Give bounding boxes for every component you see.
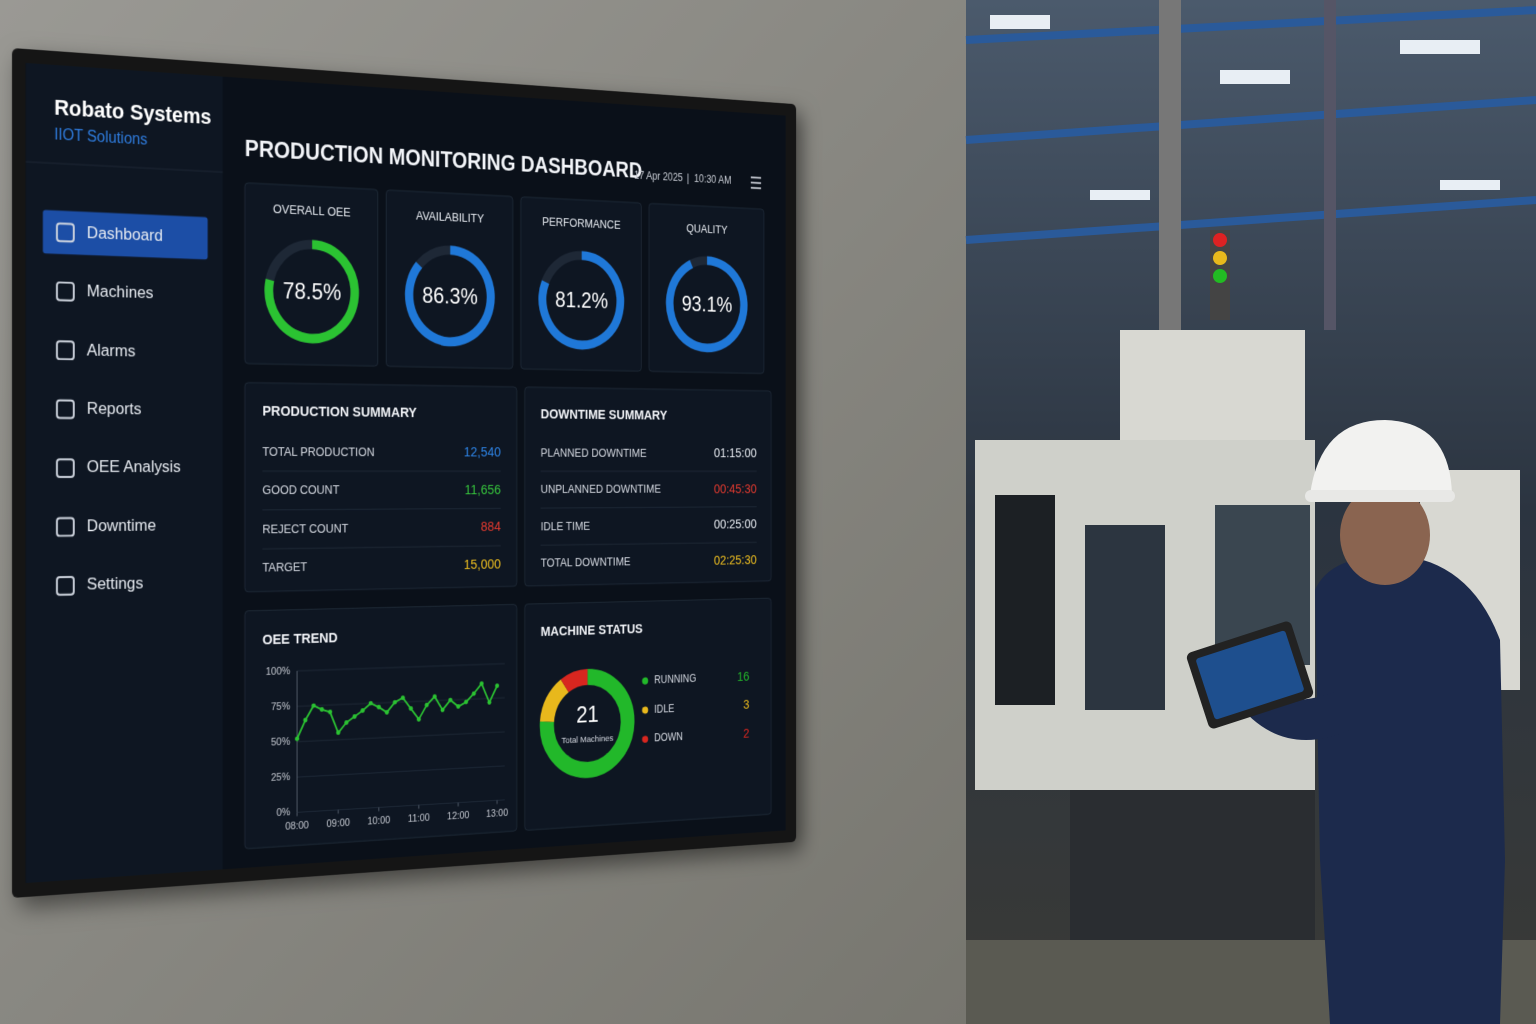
- separator: |: [687, 173, 689, 185]
- legend-value: 16: [737, 670, 749, 685]
- y-tick-label: 0%: [276, 807, 290, 820]
- x-tick-label: 13:00: [486, 808, 508, 821]
- summary-value: 01:15:00: [714, 446, 757, 460]
- total-value: 21: [576, 702, 598, 729]
- menu-label: Settings: [87, 574, 143, 594]
- y-tick-label: 50%: [271, 736, 291, 749]
- menu-item[interactable]: Dashboard: [43, 210, 208, 259]
- summary-label: TOTAL DOWNTIME: [541, 556, 631, 570]
- kpi-value: 78.5%: [283, 278, 341, 305]
- legend-value: 2: [743, 727, 749, 742]
- summary-label: REJECT COUNT: [262, 522, 348, 536]
- x-tick-label: 11:00: [408, 812, 430, 825]
- kpi-value: 86.3%: [422, 283, 478, 309]
- legend-label: IDLE: [654, 702, 674, 715]
- dashboard: Robato Systems IIOT Solutions PRODUCTION…: [25, 63, 786, 883]
- kpi-title: QUALITY: [686, 222, 728, 237]
- time: 10:30 AM: [694, 173, 731, 187]
- menu-label: Dashboard: [87, 223, 163, 245]
- summary-value: 02:25:30: [714, 553, 757, 568]
- menu-label: Machines: [87, 281, 154, 302]
- legend-label: DOWN: [654, 731, 683, 744]
- summary-value: 00:45:30: [714, 482, 757, 496]
- summary-label: UNPLANNED DOWNTIME: [541, 483, 661, 496]
- legend-label: RUNNING: [654, 673, 696, 686]
- status-segment: [565, 677, 588, 686]
- summary-title: DOWNTIME SUMMARY: [541, 407, 668, 423]
- kpi-value: 81.2%: [555, 287, 608, 313]
- monitor: Robato Systems IIOT Solutions PRODUCTION…: [12, 48, 796, 898]
- summary-value: 11,656: [465, 483, 501, 498]
- y-tick-label: 100%: [266, 665, 291, 678]
- menu-label: OEE Analysis: [87, 457, 181, 476]
- x-tick-label: 09:00: [327, 817, 350, 830]
- summary-label: GOOD COUNT: [262, 483, 339, 497]
- summary-value: 15,000: [464, 557, 501, 573]
- summary-label: TOTAL PRODUCTION: [262, 445, 374, 459]
- y-tick-label: 75%: [271, 701, 291, 713]
- summary-label: PLANNED DOWNTIME: [541, 446, 647, 459]
- summary-title: PRODUCTION SUMMARY: [262, 403, 417, 420]
- menu-label: Reports: [87, 399, 142, 419]
- y-tick-label: 25%: [271, 771, 291, 784]
- summary-value: 00:25:00: [714, 518, 757, 533]
- summary-value: 884: [481, 520, 501, 535]
- x-tick-label: 12:00: [447, 810, 469, 823]
- kpi-value: 93.1%: [682, 292, 732, 317]
- x-tick-label: 08:00: [285, 820, 309, 833]
- chart-title: OEE TREND: [262, 631, 337, 649]
- legend-value: 3: [743, 698, 749, 713]
- menu-label: Downtime: [87, 516, 156, 536]
- summary-label: TARGET: [262, 561, 307, 575]
- menu-label: Alarms: [87, 340, 136, 360]
- summary-label: IDLE TIME: [541, 520, 590, 533]
- summary-value: 12,540: [464, 445, 501, 460]
- x-tick-label: 10:00: [367, 815, 390, 828]
